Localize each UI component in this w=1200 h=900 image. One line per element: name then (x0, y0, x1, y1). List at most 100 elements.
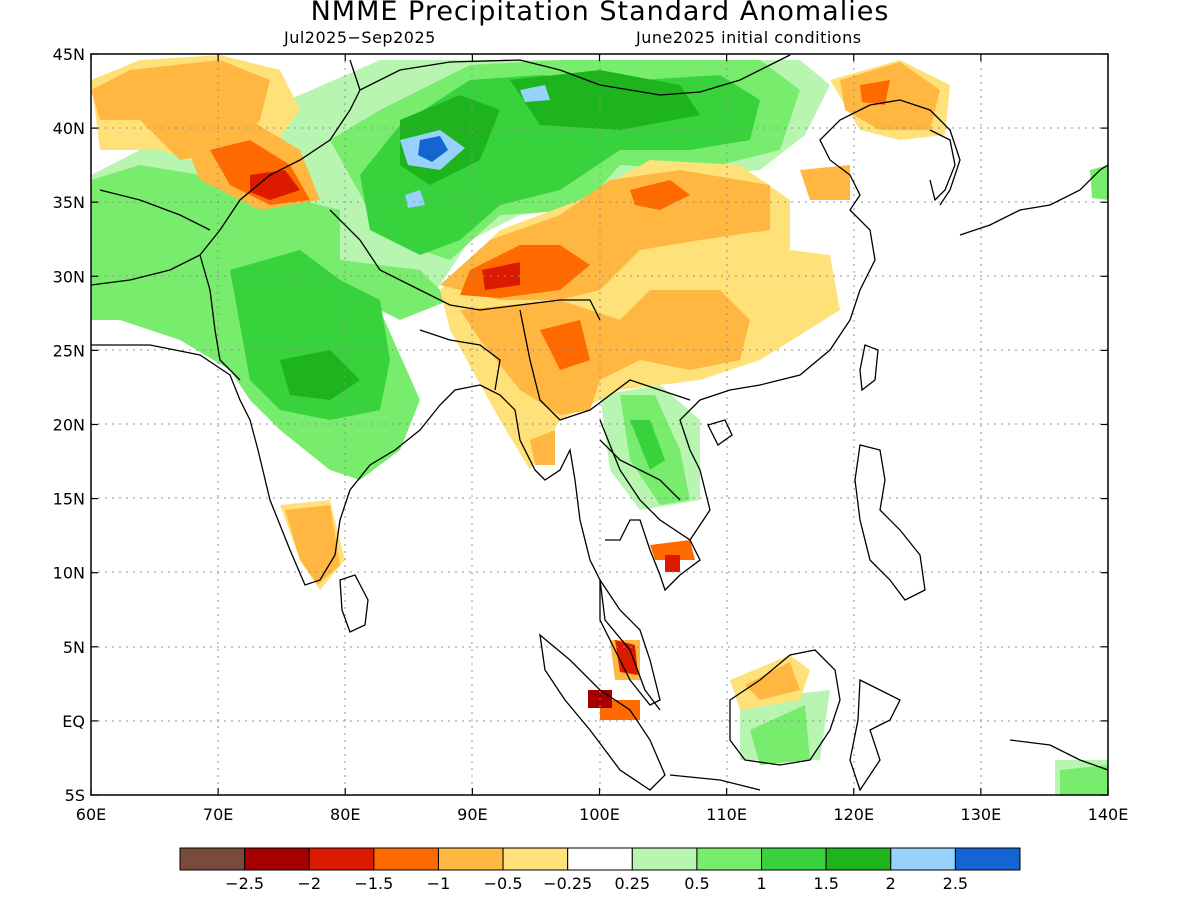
anomaly-dry-moderate (650, 540, 695, 560)
sumatra-outline (539, 633, 666, 791)
anomaly-dry-strong (482, 262, 520, 290)
korea-outline (929, 129, 956, 202)
color-legend (179, 847, 1021, 871)
longitude-tick-label: 80E (330, 805, 360, 824)
legend-label: 1 (756, 874, 766, 893)
legend-label: 1.5 (813, 874, 838, 893)
anomaly-dry-strong (665, 555, 680, 572)
anomaly-dry (745, 662, 800, 700)
anomaly-field (91, 55, 1108, 795)
legend-swatch (890, 847, 956, 871)
himalaya-border (329, 209, 601, 321)
legend-label: −1.5 (354, 874, 393, 893)
forecast-season: Jul2025−Sep2025 (284, 28, 436, 47)
longitude-tick-label: 130E (961, 805, 1002, 824)
borneo-outline (729, 649, 841, 766)
legend-label: 0.25 (614, 874, 650, 893)
legend-swatch (567, 847, 633, 871)
se-asia-coastline (479, 384, 661, 711)
anomaly-dry (285, 505, 340, 585)
legend-swatch (437, 847, 504, 871)
legend-label: −0.25 (543, 874, 592, 893)
legend-swatch (954, 847, 1021, 871)
anomaly-dry-moderate (540, 320, 590, 370)
inland-border (199, 254, 241, 381)
latitude-tick-label: EQ (62, 712, 85, 731)
legend-label: 2.5 (943, 874, 968, 893)
new-guinea-outline (1009, 739, 1108, 771)
latitude-tick-label: 10N (53, 564, 85, 583)
longitude-tick-label: 110E (706, 805, 747, 824)
latitude-tick-label: 5N (63, 638, 85, 657)
india-coastline (91, 344, 481, 586)
legend-label: −2.5 (225, 874, 264, 893)
anomaly-wet-moderate (630, 420, 665, 470)
anomaly-dry (840, 62, 940, 130)
legend-swatch (308, 847, 375, 871)
anomaly-dry (530, 430, 555, 465)
latitude-tick-label: 20N (53, 416, 85, 435)
legend-label: −0.5 (484, 874, 523, 893)
latitude-tick-label: 45N (53, 45, 85, 64)
anomaly-dry-strong (250, 170, 300, 200)
sri-lanka-outline (339, 574, 369, 633)
legend-label: 0.5 (684, 874, 709, 893)
latitude-tick-label: 25N (53, 341, 85, 360)
west-border (91, 59, 361, 286)
map-title: NMME Precipitation Standard Anomalies (310, 0, 890, 27)
anomaly-wet (1060, 765, 1108, 795)
inland-border (99, 189, 211, 231)
longitude-tick-label: 60E (76, 805, 106, 824)
philippines-outline (854, 444, 926, 601)
vietnam-china-coastline (679, 99, 961, 541)
legend-swatch (631, 847, 698, 871)
coastlines (91, 54, 1108, 792)
anomaly-wet (750, 705, 810, 765)
hainan-outline (707, 419, 733, 446)
longitude-axis: 60E 70E 80E 90E 100E 110E 120E 130E 140E (76, 805, 1129, 824)
north-border (359, 54, 791, 96)
legend-swatch (696, 847, 763, 871)
latitude-axis: 45N 40N 35N 30N 25N 20N 15N 10N 5N EQ 5S (53, 45, 85, 805)
longitude-tick-label: 140E (1088, 805, 1129, 824)
color-legend-labels: −2.5 −2 −1.5 −1 −0.5 −0.25 0.25 0.5 1 1.5 2 2.5 (225, 874, 968, 893)
latitude-tick-label: 5S (65, 786, 85, 805)
legend-label: −2 (297, 874, 321, 893)
japan-outline (959, 164, 1108, 236)
anomaly-dry (460, 290, 750, 415)
legend-swatch (179, 847, 246, 871)
legend-swatch (373, 847, 439, 871)
inland-border (519, 309, 691, 421)
anomaly-wet-strong (510, 70, 700, 130)
anomaly-dry (800, 165, 850, 200)
taiwan-outline (859, 344, 879, 392)
legend-label: 2 (886, 874, 896, 893)
anomaly-wet (1090, 165, 1108, 200)
longitude-tick-label: 120E (833, 805, 874, 824)
longitude-tick-label: 90E (457, 805, 487, 824)
anomaly-wet-strong (280, 350, 360, 400)
legend-swatch (761, 847, 827, 871)
inland-border (419, 329, 501, 391)
malay-peninsula (599, 577, 661, 706)
longitude-tick-label: 70E (203, 805, 233, 824)
java-outline (669, 774, 761, 791)
legend-swatch (244, 847, 310, 871)
anomaly-dry-strong (615, 640, 638, 675)
anomaly-extreme-wet (418, 136, 448, 162)
anomaly-very-wet (405, 190, 425, 208)
indochina-coastline (599, 419, 701, 592)
latitude-tick-label: 30N (53, 267, 85, 286)
anomaly-very-wet (520, 85, 550, 102)
legend-swatch (502, 847, 569, 871)
axis-ticks (90, 53, 1109, 796)
latitude-tick-label: 35N (53, 193, 85, 212)
longitude-tick-label: 100E (579, 805, 620, 824)
anomaly-dry-moderate (860, 80, 890, 105)
initial-conditions-label: June2025 initial conditions (636, 28, 862, 47)
latitude-tick-label: 15N (53, 490, 85, 509)
lat-lon-grid (91, 54, 1108, 795)
legend-label: −1 (427, 874, 451, 893)
inland-border (599, 439, 681, 501)
